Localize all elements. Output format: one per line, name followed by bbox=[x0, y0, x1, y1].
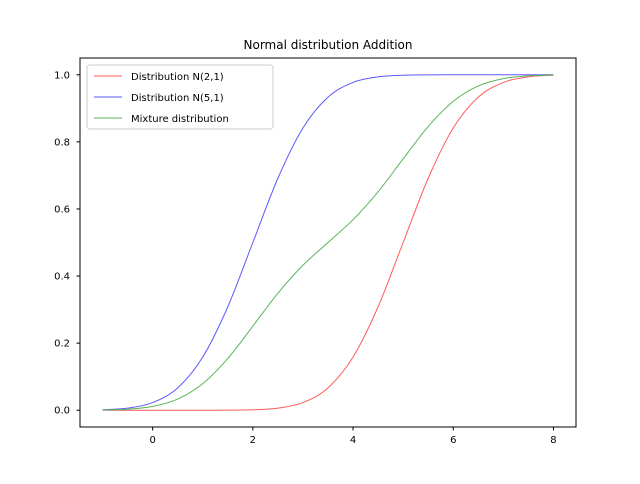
y-tick-label: 0.6 bbox=[54, 204, 70, 215]
y-tick-label: 0.8 bbox=[54, 137, 70, 148]
legend-box bbox=[86, 64, 274, 130]
legend: Distribution N(2,1) Distribution N(5,1) Mi… bbox=[86, 64, 274, 130]
x-tick-label: 4 bbox=[350, 435, 356, 446]
x-tick-label: 6 bbox=[450, 435, 456, 446]
y-tick-label: 0.4 bbox=[54, 272, 70, 283]
series-line-0 bbox=[102, 74, 554, 411]
chart-title: Normal distribution Addition bbox=[244, 38, 413, 52]
y-tick-label: 0.0 bbox=[54, 406, 70, 417]
series-line-2 bbox=[102, 74, 554, 411]
series-line-1 bbox=[102, 74, 554, 411]
legend-label: Mixture distribution bbox=[131, 114, 229, 125]
legend-label: Distribution N(2,1) bbox=[131, 72, 224, 83]
x-tick-label: 2 bbox=[250, 435, 256, 446]
axis-ticks: 0 2 4 6 8 0.0 0.2 0.4 0.6 0.8 1.0 bbox=[54, 70, 557, 446]
y-tick-label: 0.2 bbox=[54, 339, 70, 350]
legend-label: Distribution N(5,1) bbox=[131, 93, 224, 104]
x-tick-label: 8 bbox=[550, 435, 556, 446]
y-tick-label: 1.0 bbox=[54, 70, 70, 81]
x-tick-label: 0 bbox=[149, 435, 155, 446]
series-lines bbox=[102, 74, 554, 411]
plot-frame bbox=[79, 57, 577, 428]
